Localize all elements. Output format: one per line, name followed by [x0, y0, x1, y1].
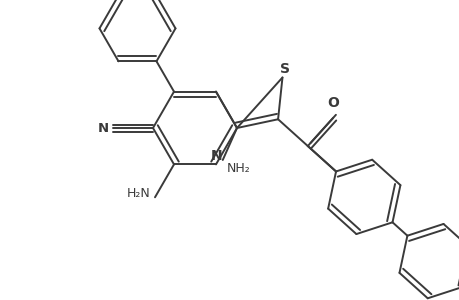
Text: S: S — [280, 62, 290, 76]
Text: O: O — [327, 96, 338, 110]
Text: N: N — [211, 149, 222, 164]
Text: H₂N: H₂N — [127, 187, 151, 200]
Text: N: N — [98, 122, 109, 134]
Text: NH₂: NH₂ — [226, 162, 250, 175]
